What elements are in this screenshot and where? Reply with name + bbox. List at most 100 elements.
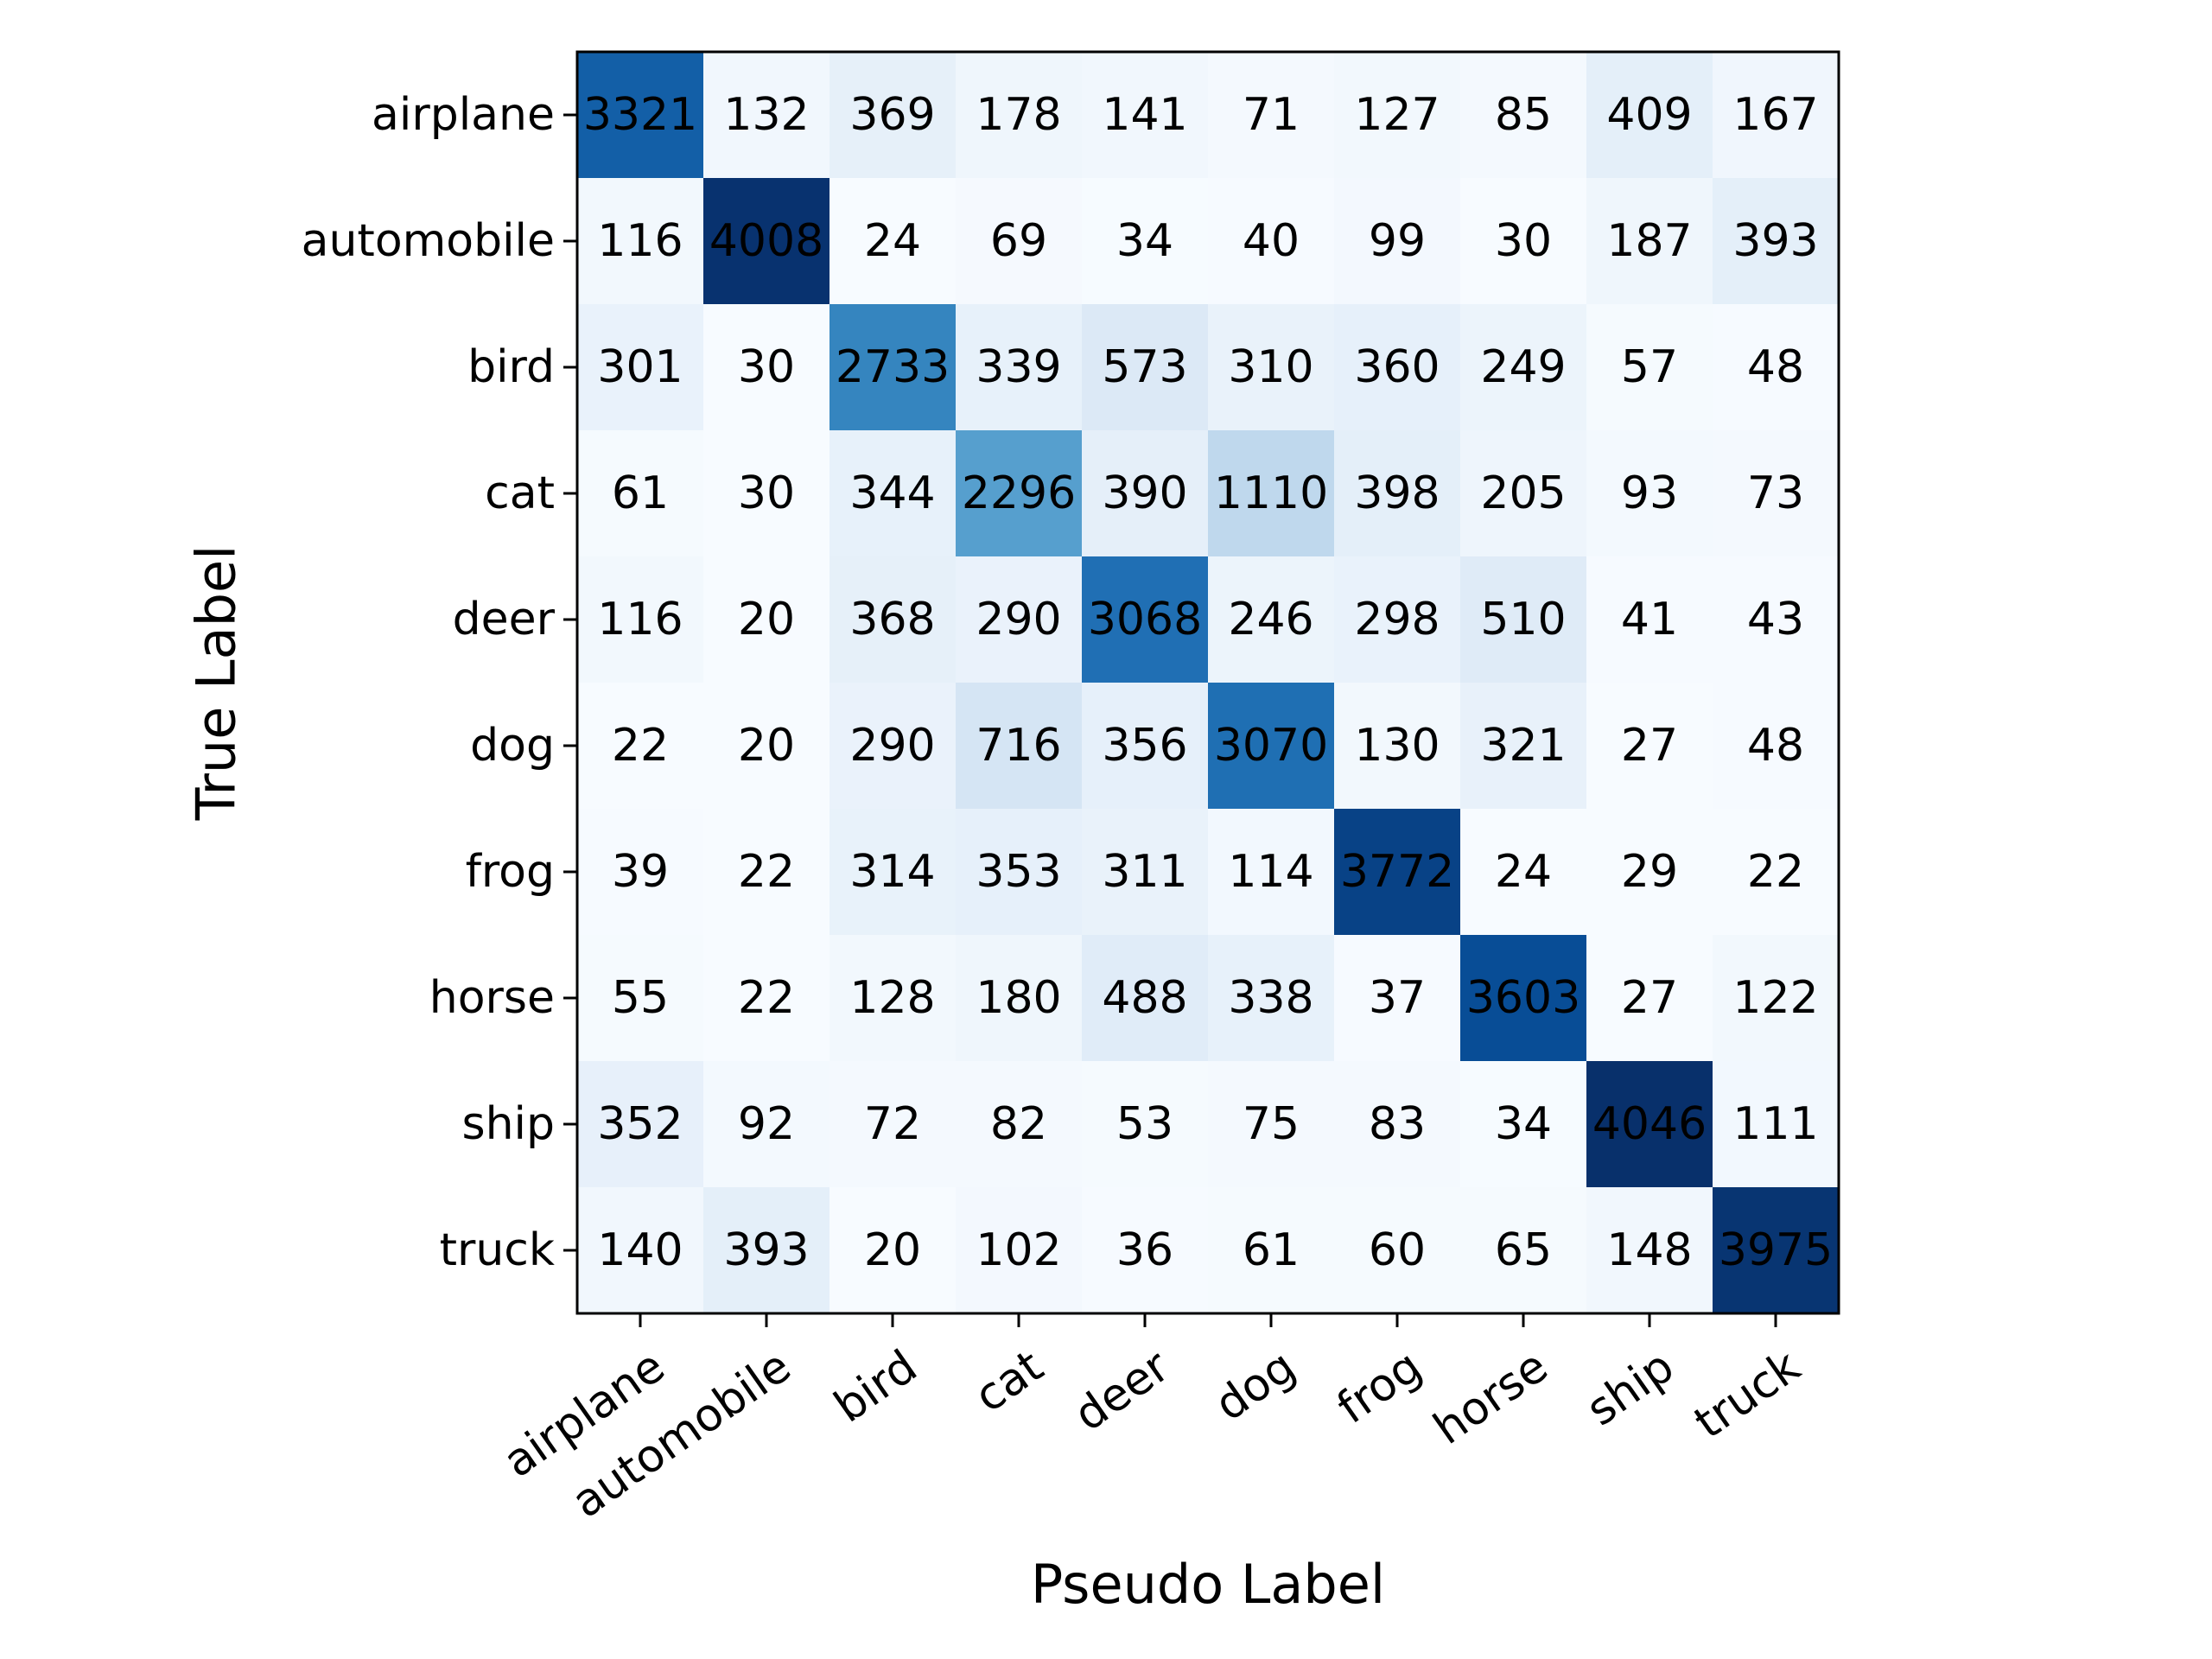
- cell-value-label: 83: [1369, 1098, 1426, 1150]
- heatmap-cell: [1208, 1187, 1335, 1314]
- heatmap-cell: [1713, 304, 1840, 431]
- heatmap-cell: [1713, 52, 1840, 179]
- cell-value-label: 24: [1495, 846, 1552, 898]
- heatmap-cell: [830, 430, 957, 557]
- cell-value-label: 127: [1354, 89, 1440, 141]
- x-tick-label: dog: [1206, 1340, 1306, 1431]
- cell-value-label: 3068: [1088, 594, 1202, 645]
- cell-value-label: 356: [1102, 720, 1187, 772]
- heatmap-cell: [1334, 178, 1461, 305]
- heatmap-cell: [703, 52, 830, 179]
- cell-value-label: 27: [1621, 972, 1678, 1024]
- cell-value-label: 65: [1495, 1224, 1552, 1276]
- cell-value-label: 301: [597, 341, 683, 393]
- heatmap-cell: [1082, 683, 1209, 810]
- cell-value-label: 298: [1354, 594, 1440, 645]
- heatmap-cell: [956, 304, 1083, 431]
- heatmap-cell: [1334, 556, 1461, 683]
- x-tick-label: truck: [1685, 1340, 1809, 1449]
- cell-value-label: 48: [1747, 341, 1804, 393]
- cell-value-label: 4046: [1592, 1098, 1707, 1150]
- cell-value-label: 167: [1732, 89, 1818, 141]
- heatmap-cell: [1460, 556, 1587, 683]
- heatmap-cell: [1082, 809, 1209, 936]
- cell-value-label: 178: [976, 89, 1061, 141]
- heatmap-cell: [577, 1061, 704, 1188]
- heatmap-cell: [703, 178, 830, 305]
- heatmap-cell: [1208, 52, 1335, 179]
- cell-value-label: 39: [612, 846, 669, 898]
- heatmap-cell: [1082, 935, 1209, 1062]
- heatmap-cell: [830, 304, 957, 431]
- heatmap-cell: [1208, 683, 1335, 810]
- heatmap-cell: [1460, 304, 1587, 431]
- heatmap-cell: [1208, 556, 1335, 683]
- cell-value-label: 573: [1102, 341, 1187, 393]
- heatmap-cell: [1713, 683, 1840, 810]
- heatmap-cell: [1334, 809, 1461, 936]
- heatmap-cell: [703, 556, 830, 683]
- heatmap-cell: [830, 52, 957, 179]
- cell-value-label: 27: [1621, 720, 1678, 772]
- cell-value-label: 114: [1228, 846, 1313, 898]
- cell-value-label: 116: [597, 594, 683, 645]
- heatmap-cell: [956, 556, 1083, 683]
- heatmap-cell: [1586, 683, 1713, 810]
- y-axis-title: True Label: [185, 545, 248, 822]
- heatmap-cell: [1082, 1061, 1209, 1188]
- cell-value-label: 61: [1243, 1224, 1300, 1276]
- heatmap-cell: [703, 430, 830, 557]
- cell-value-label: 180: [976, 972, 1061, 1024]
- heatmap-cell: [703, 683, 830, 810]
- cell-value-label: 2733: [836, 341, 950, 393]
- heatmap-cell: [577, 935, 704, 1062]
- heatmap-cell: [1586, 935, 1713, 1062]
- y-tick-label: bird: [467, 341, 555, 393]
- cell-value-label: 61: [612, 467, 669, 519]
- cell-value-label: 43: [1747, 594, 1804, 645]
- cell-value-label: 116: [597, 215, 683, 267]
- cell-value-label: 393: [1732, 215, 1818, 267]
- heatmap-cell: [830, 935, 957, 1062]
- cell-value-label: 30: [1495, 215, 1552, 267]
- cell-value-label: 82: [990, 1098, 1047, 1150]
- cell-value-label: 132: [723, 89, 809, 141]
- heatmap-cell: [1586, 809, 1713, 936]
- cell-value-label: 338: [1228, 972, 1313, 1024]
- cell-value-label: 99: [1369, 215, 1426, 267]
- cell-value-label: 122: [1732, 972, 1818, 1024]
- y-tick-label: frog: [466, 846, 555, 898]
- x-tick-label: frog: [1328, 1340, 1431, 1433]
- cell-value-label: 20: [864, 1224, 921, 1276]
- heatmap-cell: [703, 935, 830, 1062]
- cell-value-label: 246: [1228, 594, 1313, 645]
- cell-value-label: 148: [1606, 1224, 1692, 1276]
- heatmap-cell: [1586, 556, 1713, 683]
- cell-value-label: 368: [849, 594, 935, 645]
- heatmap-cell: [1460, 935, 1587, 1062]
- cell-value-label: 30: [738, 341, 795, 393]
- heatmap-cell: [1713, 1061, 1840, 1188]
- cell-value-label: 36: [1116, 1224, 1173, 1276]
- heatmap-cell: [830, 683, 957, 810]
- y-tick-label: airplane: [372, 89, 555, 141]
- cell-value-label: 30: [738, 467, 795, 519]
- y-tick-label: truck: [440, 1224, 555, 1276]
- heatmap-cell: [1334, 683, 1461, 810]
- heatmap-cell: [956, 1061, 1083, 1188]
- heatmap-cell: [1713, 178, 1840, 305]
- cell-value-label: 34: [1116, 215, 1173, 267]
- cell-value-label: 93: [1621, 467, 1678, 519]
- heatmap-cell: [1460, 683, 1587, 810]
- heatmap-cell: [830, 809, 957, 936]
- heatmap-cell: [956, 809, 1083, 936]
- heatmap-cell: [830, 1187, 957, 1314]
- cell-value-label: 111: [1732, 1098, 1818, 1150]
- cell-value-label: 128: [849, 972, 935, 1024]
- heatmap-cell: [1586, 178, 1713, 305]
- cell-value-label: 3070: [1214, 720, 1328, 772]
- heatmap-cell: [1460, 178, 1587, 305]
- heatmap-cell: [1713, 935, 1840, 1062]
- cell-value-label: 352: [597, 1098, 683, 1150]
- cell-value-label: 92: [738, 1098, 795, 1150]
